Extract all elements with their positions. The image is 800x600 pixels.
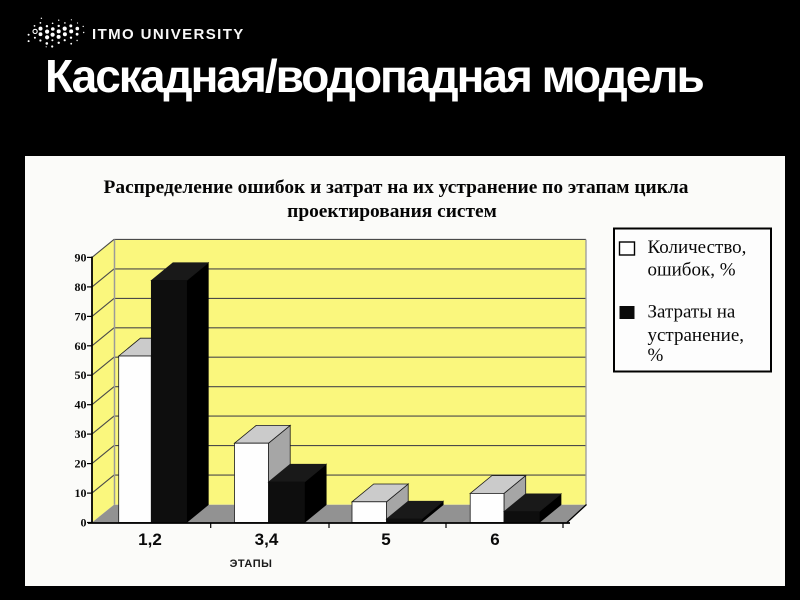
svg-text:30: 30 [75, 427, 87, 441]
svg-text:%: % [648, 345, 664, 366]
svg-text:0: 0 [81, 516, 87, 530]
svg-text:20: 20 [75, 457, 87, 471]
svg-text:проектирования систем: проектирования систем [287, 201, 497, 222]
svg-text:10: 10 [75, 486, 87, 500]
svg-text:40: 40 [75, 398, 87, 412]
svg-text:Затраты на: Затраты на [648, 302, 736, 323]
svg-text:90: 90 [75, 250, 87, 264]
svg-text:80: 80 [75, 280, 87, 294]
svg-text:Распределение ошибок и затрат: Распределение ошибок и затрат на их устр… [104, 177, 689, 198]
svg-text:1,2: 1,2 [138, 530, 162, 549]
svg-text:50: 50 [75, 368, 87, 382]
svg-text:3,4: 3,4 [255, 530, 279, 549]
svg-text:ошибок, %: ошибок, % [648, 260, 736, 281]
svg-text:70: 70 [75, 309, 87, 323]
svg-text:Количество,: Количество, [648, 237, 747, 258]
svg-text:5: 5 [381, 530, 390, 549]
svg-text:ЭТАПЫ: ЭТАПЫ [230, 558, 273, 570]
svg-text:6: 6 [490, 530, 499, 549]
svg-text:устранение,: устранение, [648, 325, 745, 346]
svg-text:60: 60 [75, 339, 87, 353]
